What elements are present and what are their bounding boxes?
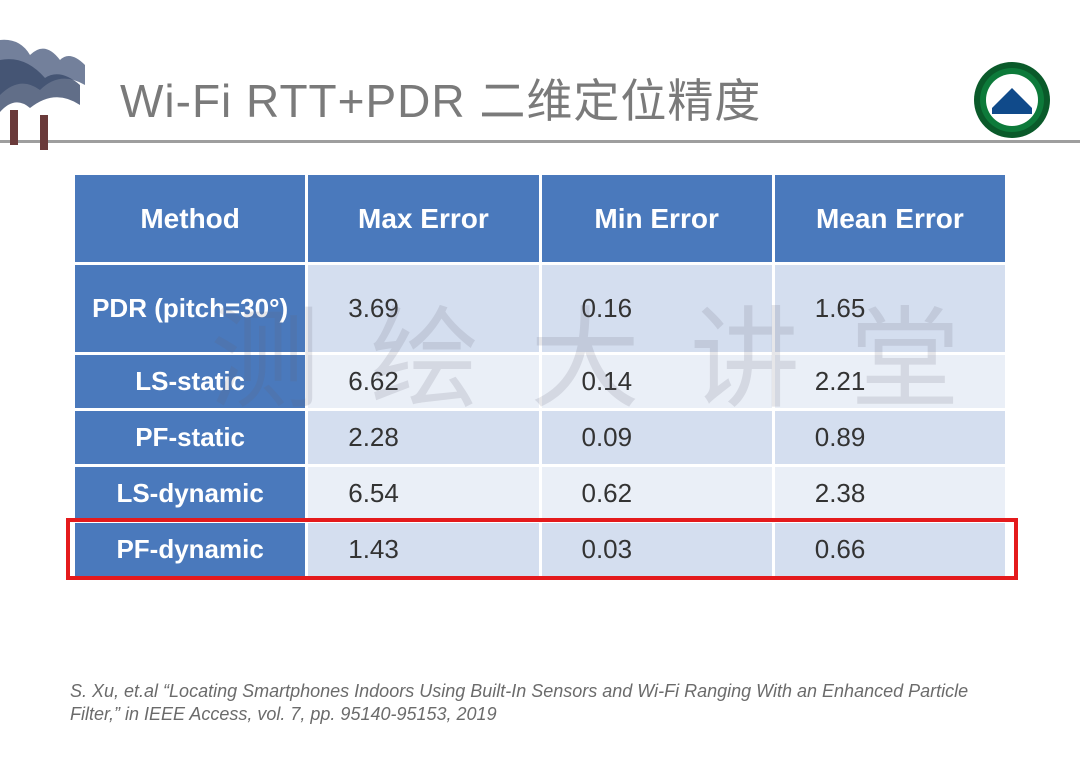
col-method: Method xyxy=(74,174,307,264)
slide: Wi-Fi RTT+PDR 二维定位精度 测绘大讲堂 Method Max Er… xyxy=(0,0,1080,763)
cell-method: LS-dynamic xyxy=(74,466,307,522)
table-row: LS-static6.620.142.21 xyxy=(74,354,1007,410)
corner-decoration-icon xyxy=(0,0,90,170)
cell-value: 1.43 xyxy=(307,522,540,578)
citation-text: S. Xu, et.al “Locating Smartphones Indoo… xyxy=(70,680,1010,727)
col-max-error: Max Error xyxy=(307,174,540,264)
university-logo-icon xyxy=(972,60,1052,140)
cell-value: 6.62 xyxy=(307,354,540,410)
cell-value: 0.62 xyxy=(540,466,773,522)
cell-value: 0.89 xyxy=(773,410,1006,466)
cell-method: PDR (pitch=30°) xyxy=(74,264,307,354)
cell-value: 0.14 xyxy=(540,354,773,410)
table-row: PF-dynamic1.430.030.66 xyxy=(74,522,1007,578)
page-title: Wi-Fi RTT+PDR 二维定位精度 xyxy=(120,65,761,131)
cell-value: 0.03 xyxy=(540,522,773,578)
table-row: PDR (pitch=30°)3.690.161.65 xyxy=(74,264,1007,354)
cell-value: 6.54 xyxy=(307,466,540,522)
table-header-row: Method Max Error Min Error Mean Error xyxy=(74,174,1007,264)
table-row: LS-dynamic6.540.622.38 xyxy=(74,466,1007,522)
cell-method: LS-static xyxy=(74,354,307,410)
col-mean-error: Mean Error xyxy=(773,174,1006,264)
cell-method: PF-static xyxy=(74,410,307,466)
cell-method: PF-dynamic xyxy=(74,522,307,578)
cell-value: 2.38 xyxy=(773,466,1006,522)
results-table-container: Method Max Error Min Error Mean Error PD… xyxy=(70,170,1010,581)
table-row: PF-static2.280.090.89 xyxy=(74,410,1007,466)
cell-value: 3.69 xyxy=(307,264,540,354)
cell-value: 0.09 xyxy=(540,410,773,466)
cell-value: 2.28 xyxy=(307,410,540,466)
results-table: Method Max Error Min Error Mean Error PD… xyxy=(72,172,1008,579)
col-min-error: Min Error xyxy=(540,174,773,264)
cell-value: 1.65 xyxy=(773,264,1006,354)
cell-value: 0.66 xyxy=(773,522,1006,578)
cell-value: 0.16 xyxy=(540,264,773,354)
title-divider xyxy=(0,140,1080,143)
cell-value: 2.21 xyxy=(773,354,1006,410)
